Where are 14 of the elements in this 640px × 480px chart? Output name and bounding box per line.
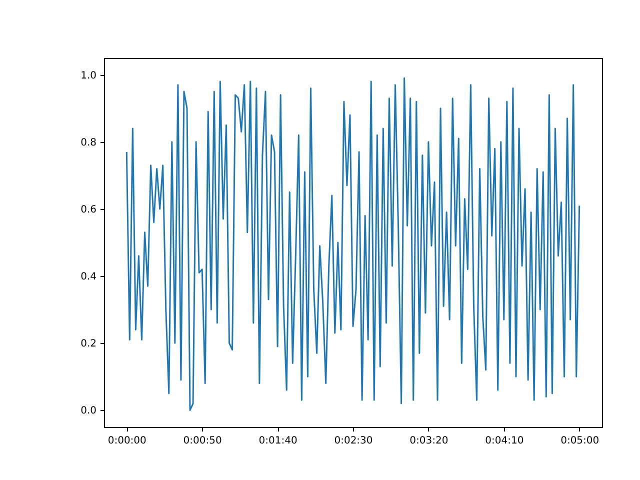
x-tick-label: 0:02:30 bbox=[334, 436, 373, 446]
y-tick-label: 0.0 bbox=[80, 406, 96, 417]
y-tick-label: 0.4 bbox=[80, 272, 96, 283]
line-series bbox=[126, 77, 580, 411]
x-tick-label: 0:01:40 bbox=[258, 436, 298, 446]
x-tick-label: 0:04:10 bbox=[485, 436, 524, 446]
x-tick-label: 0:00:50 bbox=[183, 436, 222, 446]
y-tick-label: 0.8 bbox=[80, 137, 96, 148]
x-tick-label: 0:00:00 bbox=[108, 436, 146, 446]
y-tick-label: 0.6 bbox=[80, 204, 96, 216]
y-tick-label: 0.2 bbox=[80, 338, 96, 350]
x-tick-label: 0:03:20 bbox=[410, 436, 448, 446]
y-tick-label: 1.0 bbox=[80, 70, 96, 82]
x-tick-label: 0:05:00 bbox=[560, 436, 600, 446]
